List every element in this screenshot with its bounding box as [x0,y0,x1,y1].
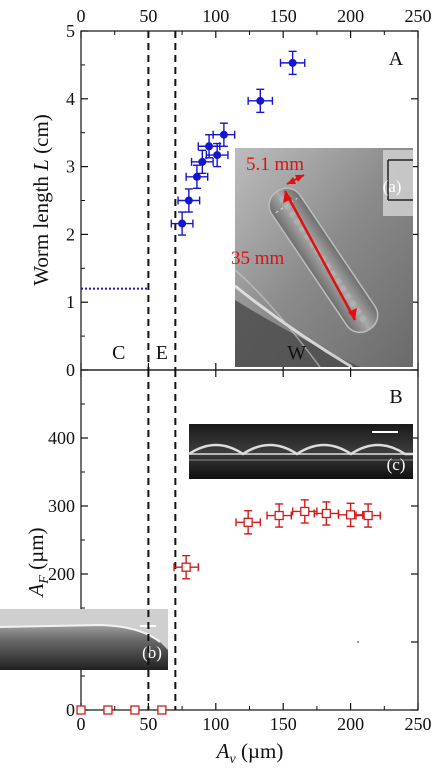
panel-a-dashed-thresholds [147,31,177,370]
panel-a: 0 50 100 150 200 250 0 1 2 3 4 5 A Worm length L (… [29,6,432,380]
panel-a-label: A [389,48,404,70]
b-y-tick-label: 0 [66,700,75,720]
a-data-point [219,130,228,139]
b-data-point [181,562,191,572]
top-x-tick-label: 100 [202,6,229,26]
a-data-point [205,142,214,151]
top-x-tick-label: 200 [337,6,364,26]
b-data-point [321,508,331,519]
panel-b-points [76,499,381,715]
stray-dot [357,641,359,643]
b-data-point [103,705,113,715]
top-x-tick-label: 50 [139,6,157,26]
b-data-point [130,705,140,715]
panel-b-y-axis-label: AF (µm) [24,527,52,598]
a-data-point [213,151,222,160]
top-x-tick-label: 0 [77,6,86,26]
panel-b-x-axis-label: Av (µm) [215,739,284,767]
b-data-point [274,510,284,521]
a-data-point [178,219,187,228]
a-data-point [256,96,265,105]
b-data-point [363,510,373,521]
a-data-point [184,196,193,205]
inset-a-worm-photo: 5.1 mm 35 mm (a) [231,148,413,369]
panel-b-label: B [389,386,402,408]
b-data-point [300,506,310,517]
b-y-tick-label: 200 [48,564,75,584]
b-x-tick-label: 50 [139,714,157,734]
inset-b-tag: (b) [142,643,162,662]
a-y-tick-label: 1 [66,292,75,312]
b-x-tick-label: 250 [405,714,432,734]
b-x-tick-label: 0 [77,714,86,734]
panel-b-dashed-thresholds [147,370,177,710]
top-x-tick-label: 150 [270,6,297,26]
region-label: W [287,342,306,364]
panel-b-x-ticks: 0 50 100 150 200 250 [77,370,432,734]
a-data-point [192,172,201,181]
panel-a-points [170,50,306,236]
region-label: C [112,342,125,364]
a-y-tick-label: 0 [66,360,75,380]
inset-c-tag: (c) [387,455,406,474]
inset-c-wave-photo: (c) [188,424,413,479]
inset-b-flat-photo: (b) [0,609,168,670]
top-x-tick-label: 250 [405,6,432,26]
b-data-point [76,705,86,715]
b-x-tick-label: 100 [202,714,229,734]
a-y-tick-label: 4 [66,89,75,109]
inset-a-width-annotation: 5.1 mm [246,154,304,175]
a-y-tick-label: 2 [66,224,75,244]
a-y-tick-label: 5 [66,21,75,41]
a-data-point [288,58,297,67]
b-data-point [157,705,167,715]
panel-a-y-axis-label: Worm length L (cm) [29,114,53,286]
b-x-tick-label: 200 [337,714,364,734]
inset-a-tag: (a) [383,177,402,196]
b-data-point [345,510,356,520]
a-y-tick-label: 3 [66,157,75,177]
a-data-point [198,157,207,166]
b-y-tick-label: 300 [48,496,75,516]
inset-a-length-annotation: 35 mm [231,248,285,269]
region-label: E [156,342,168,364]
b-x-tick-label: 150 [270,714,297,734]
b-y-tick-label: 400 [48,428,75,448]
b-data-point [243,517,253,527]
